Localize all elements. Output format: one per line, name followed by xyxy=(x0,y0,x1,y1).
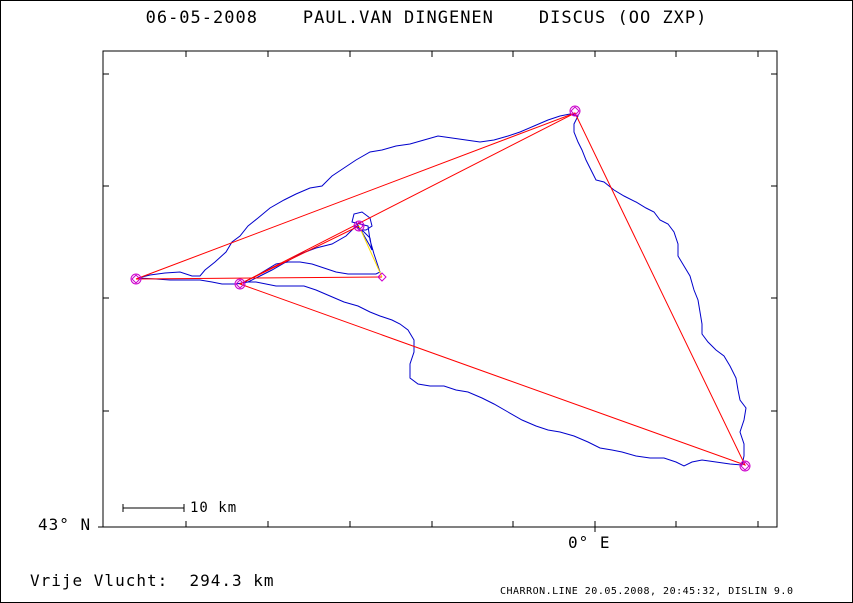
turnpoint-markers xyxy=(130,105,751,472)
plot-border xyxy=(102,50,778,528)
course-triangle xyxy=(238,112,746,466)
left-ticks xyxy=(98,73,109,528)
latitude-label: 43° N xyxy=(38,515,92,534)
scale-bar xyxy=(122,504,185,512)
right-ticks xyxy=(771,73,777,412)
gps-track xyxy=(137,113,747,467)
turnpoint-marker-finish xyxy=(377,272,387,282)
distance-value: 294.3 km xyxy=(189,571,275,590)
turnpoint-marker-tp3 xyxy=(739,460,751,472)
distance-label: Vrije Vlucht: xyxy=(30,571,169,590)
turnpoint-marker-tp2 xyxy=(569,105,581,117)
pilot-name: PAUL.VAN DINGENEN xyxy=(302,8,494,28)
final-leg xyxy=(358,225,383,278)
longitude-label: 0° E xyxy=(568,533,611,552)
flight-title: 06-05-2008 PAUL.VAN DINGENEN DISCUS (OO … xyxy=(0,8,853,28)
footer-time: 20:45:32, xyxy=(663,586,722,597)
course-leg-outbound xyxy=(135,112,576,280)
course-leg-base xyxy=(135,276,383,280)
top-ticks xyxy=(185,51,759,57)
turnpoint-marker-start xyxy=(353,220,365,232)
turnpoint-marker-tp1 xyxy=(130,273,142,285)
flight-date: 06-05-2008 xyxy=(145,8,258,28)
turnpoint-marker-tp4 xyxy=(234,278,246,290)
footer-software: DISLIN 9.0 xyxy=(728,586,794,597)
glider-name: DISCUS (OO ZXP) xyxy=(538,8,708,28)
footer-file: CHARRON.LINE xyxy=(500,586,579,597)
footer-date: 20.05.2008, xyxy=(584,586,657,597)
bottom-ticks xyxy=(185,521,759,532)
free-flight-distance: Vrije Vlucht: 294.3 km xyxy=(30,571,275,590)
scale-label: 10 km xyxy=(190,500,238,516)
course-leg-inner xyxy=(239,225,360,285)
footer-info: CHARRON.LINE 20.05.2008, 20:45:32, DISLI… xyxy=(500,586,793,597)
